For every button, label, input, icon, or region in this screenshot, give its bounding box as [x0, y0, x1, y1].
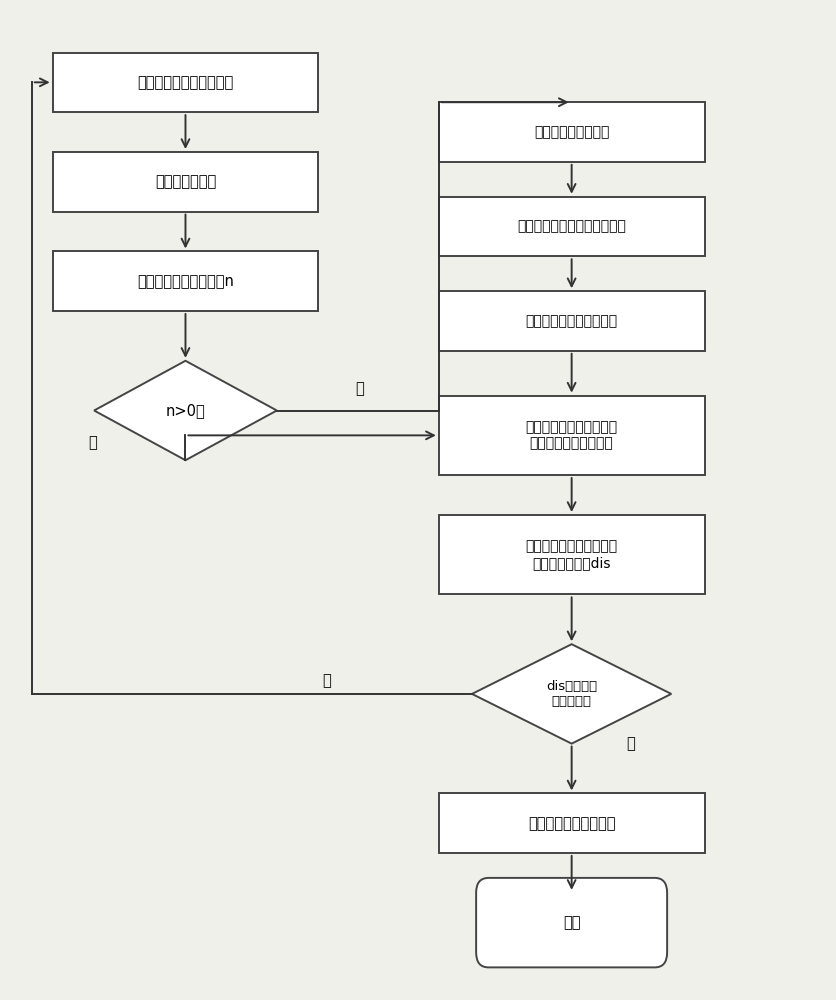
Polygon shape [472, 644, 671, 744]
Text: 是: 是 [626, 736, 635, 751]
Text: 转发候选集确定: 转发候选集确定 [155, 174, 216, 189]
Bar [439, 291, 705, 351]
Bar [439, 197, 705, 256]
Bar [53, 52, 319, 112]
Bar [53, 152, 319, 212]
Bar [439, 396, 705, 475]
Bar [439, 515, 705, 594]
Text: 转发节点选择，并将选中
节点作为当前发送节点: 转发节点选择，并将选中 节点作为当前发送节点 [526, 420, 618, 450]
Text: 结束: 结束 [563, 915, 580, 930]
Text: 是: 是 [88, 435, 97, 450]
Text: 拐角区域转发候选集确定: 拐角区域转发候选集确定 [526, 314, 618, 328]
Text: 转发候选集方向夹角确定: 转发候选集方向夹角确定 [137, 75, 233, 90]
Text: dis小于节点
一跳距离？: dis小于节点 一跳距离？ [546, 680, 597, 708]
Text: 计算当前发送节点与目的
节点之间的距离dis: 计算当前发送节点与目的 节点之间的距离dis [526, 540, 618, 570]
Polygon shape [94, 361, 277, 460]
Text: n>0？: n>0？ [166, 403, 206, 418]
Bar [439, 793, 705, 853]
Text: 拐角区域参考面设定: 拐角区域参考面设定 [534, 125, 609, 139]
Text: 统计候选集中节点个数n: 统计候选集中节点个数n [137, 274, 234, 289]
Text: 否: 否 [355, 381, 364, 396]
Text: 将信息转发给目的节点: 将信息转发给目的节点 [528, 816, 615, 831]
FancyBboxPatch shape [477, 878, 667, 967]
Text: 拐角区域转发候选集方向确定: 拐角区域转发候选集方向确定 [517, 220, 626, 234]
Bar [53, 251, 319, 311]
Bar [439, 102, 705, 162]
Text: 否: 否 [322, 673, 331, 688]
